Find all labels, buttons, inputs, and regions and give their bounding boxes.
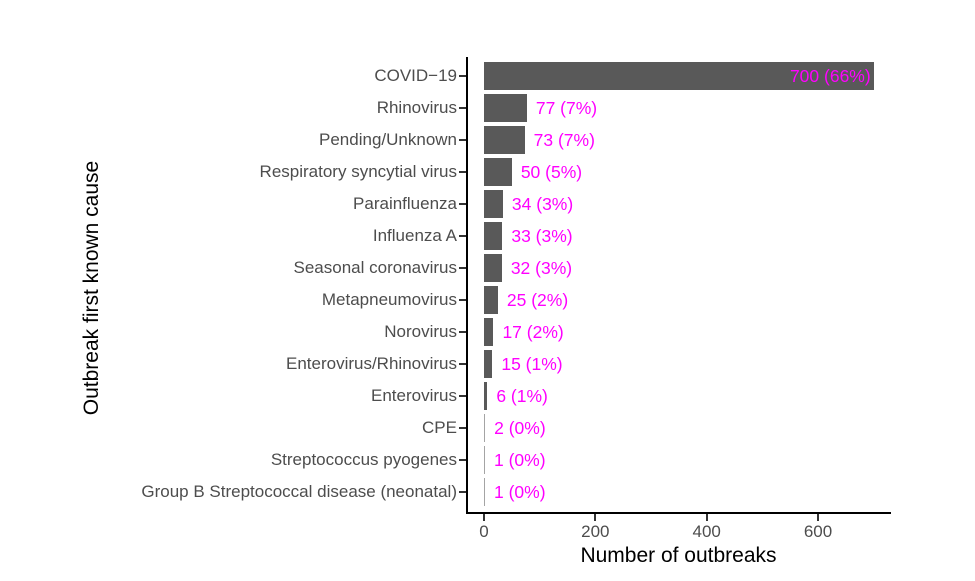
x-tick-label: 200 [581, 522, 610, 541]
x-tick-label: 400 [692, 522, 721, 541]
bar [484, 414, 486, 442]
y-tick [459, 427, 466, 429]
x-axis-line [466, 512, 891, 514]
category-label: Respiratory syncytial virus [259, 162, 457, 181]
bar [484, 318, 494, 346]
x-axis-title: Number of outbreaks [580, 544, 777, 567]
category-label: Pending/Unknown [319, 130, 457, 149]
bar-value-label: 700 (66%) [789, 66, 871, 86]
bar [484, 126, 525, 154]
y-tick [459, 107, 466, 109]
x-tick [705, 514, 708, 521]
category-label: Seasonal coronavirus [293, 258, 457, 277]
y-tick [459, 267, 466, 269]
category-label: Enterovirus/Rhinovirus [285, 354, 457, 373]
category-label: Streptococcus pyogenes [270, 450, 457, 469]
y-tick [459, 395, 466, 397]
bar [484, 190, 503, 218]
bar [484, 446, 485, 474]
x-tick [817, 514, 820, 521]
bar [484, 222, 503, 250]
bar [484, 478, 485, 506]
bar [484, 254, 502, 282]
bar-value-label: 6 (1%) [496, 386, 548, 406]
x-tick-label: 0 [479, 522, 489, 541]
bar-value-label: 15 (1%) [501, 354, 563, 374]
bar-value-label: 73 (7%) [533, 130, 595, 150]
bar-value-label: 17 (2%) [502, 322, 564, 342]
y-tick [459, 459, 466, 461]
x-tick [483, 514, 485, 521]
bar-value-label: 50 (5%) [520, 162, 583, 182]
x-tick [594, 514, 597, 521]
y-tick [459, 331, 466, 333]
bar [484, 94, 527, 122]
bar [484, 62, 874, 90]
category-label: Rhinovirus [376, 98, 457, 117]
bar-value-label: 1 (0%) [494, 482, 546, 502]
bar [484, 158, 512, 186]
category-label: Metapneumovirus [321, 290, 457, 309]
y-axis-line [466, 57, 468, 514]
bar-value-label: 33 (3%) [511, 226, 573, 246]
y-tick [459, 299, 466, 301]
category-label: CPE [422, 418, 457, 437]
bar-value-label: 25 (2%) [506, 290, 569, 310]
category-label: Group B Streptococcal disease (neonatal) [141, 482, 457, 501]
x-tick-label: 600 [803, 522, 833, 541]
bar-value-label: 1 (0%) [494, 450, 546, 470]
y-tick [459, 363, 466, 365]
y-tick [459, 203, 466, 205]
bar [484, 286, 498, 314]
category-label: COVID−19 [374, 66, 457, 85]
bar [484, 382, 488, 410]
y-tick [459, 171, 466, 173]
y-tick [459, 491, 466, 493]
y-tick [459, 139, 466, 141]
bar [484, 350, 493, 378]
bar-value-label: 2 (0%) [494, 418, 546, 438]
bar-value-label: 32 (3%) [510, 258, 573, 278]
category-label: Parainfluenza [353, 194, 457, 213]
bar-value-label: 77 (7%) [535, 98, 598, 118]
bar-value-label: 34 (3%) [511, 194, 574, 214]
y-tick [459, 235, 466, 237]
y-tick [459, 75, 466, 77]
category-label: Enterovirus [371, 386, 457, 405]
category-label: Influenza A [372, 226, 457, 245]
category-label: Norovirus [384, 322, 457, 341]
